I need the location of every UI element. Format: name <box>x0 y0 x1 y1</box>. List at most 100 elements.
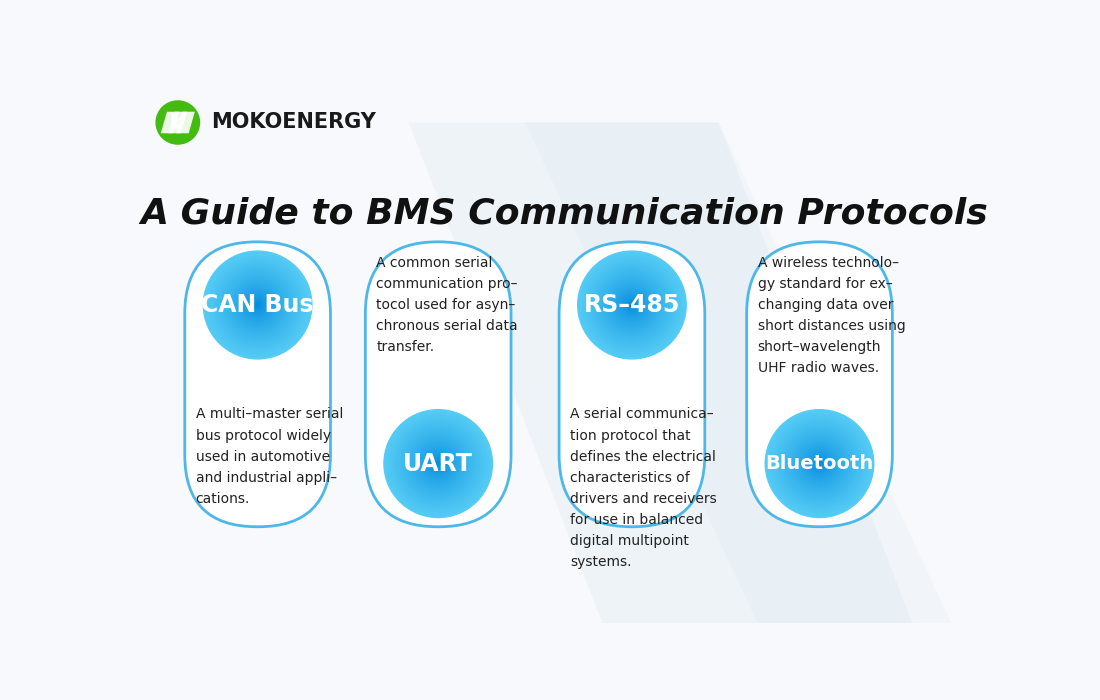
Circle shape <box>623 296 641 314</box>
Circle shape <box>393 419 483 508</box>
Circle shape <box>245 293 271 318</box>
Circle shape <box>395 421 482 507</box>
Circle shape <box>580 253 684 357</box>
FancyBboxPatch shape <box>185 242 330 526</box>
Circle shape <box>771 415 868 512</box>
Circle shape <box>400 426 476 501</box>
Circle shape <box>616 289 648 321</box>
Circle shape <box>796 440 843 487</box>
Circle shape <box>586 260 678 350</box>
Circle shape <box>602 274 662 335</box>
Circle shape <box>434 460 442 467</box>
Circle shape <box>817 462 822 466</box>
Circle shape <box>387 413 488 514</box>
Text: A wireless technolo–
gy standard for ex–
changing data over
short distances usin: A wireless technolo– gy standard for ex–… <box>758 256 905 375</box>
Circle shape <box>597 271 667 339</box>
Circle shape <box>627 300 637 310</box>
Circle shape <box>769 413 870 514</box>
Circle shape <box>774 419 865 508</box>
Circle shape <box>603 276 661 334</box>
Circle shape <box>581 255 683 356</box>
Circle shape <box>218 265 297 344</box>
FancyBboxPatch shape <box>747 242 892 526</box>
Circle shape <box>256 303 260 307</box>
Circle shape <box>780 424 859 503</box>
Circle shape <box>409 435 468 492</box>
Circle shape <box>221 269 294 341</box>
Text: UART: UART <box>404 452 473 475</box>
Circle shape <box>216 264 299 346</box>
Circle shape <box>212 260 302 350</box>
Circle shape <box>220 267 296 343</box>
Circle shape <box>792 437 847 491</box>
Circle shape <box>229 276 287 334</box>
Circle shape <box>424 449 453 478</box>
Circle shape <box>588 262 675 348</box>
Polygon shape <box>409 122 913 623</box>
Circle shape <box>798 442 842 485</box>
Circle shape <box>786 431 852 496</box>
Circle shape <box>241 289 274 321</box>
Circle shape <box>227 274 288 335</box>
Circle shape <box>583 256 681 354</box>
Circle shape <box>206 253 310 357</box>
Polygon shape <box>525 122 952 623</box>
Circle shape <box>384 410 493 517</box>
Circle shape <box>625 298 639 312</box>
Circle shape <box>232 280 283 330</box>
Circle shape <box>592 265 672 344</box>
Circle shape <box>415 440 462 487</box>
Circle shape <box>606 280 658 330</box>
Polygon shape <box>161 112 179 133</box>
Circle shape <box>252 300 263 310</box>
Circle shape <box>235 284 279 326</box>
Circle shape <box>431 456 446 471</box>
Text: CAN Bus: CAN Bus <box>201 293 313 317</box>
FancyBboxPatch shape <box>365 242 512 526</box>
Circle shape <box>814 458 825 469</box>
Circle shape <box>594 267 670 343</box>
Circle shape <box>803 447 836 480</box>
Circle shape <box>238 285 277 325</box>
Circle shape <box>417 442 460 485</box>
Circle shape <box>600 272 664 337</box>
Circle shape <box>432 458 443 469</box>
Polygon shape <box>176 112 195 133</box>
Circle shape <box>214 262 301 348</box>
Circle shape <box>392 417 485 510</box>
Circle shape <box>783 428 856 500</box>
Circle shape <box>802 446 837 482</box>
Circle shape <box>794 438 845 489</box>
Circle shape <box>420 446 456 482</box>
Circle shape <box>596 269 668 341</box>
Circle shape <box>591 264 673 346</box>
Circle shape <box>614 287 650 323</box>
Circle shape <box>785 430 854 498</box>
Circle shape <box>429 454 448 472</box>
Circle shape <box>406 431 471 496</box>
Circle shape <box>808 453 830 475</box>
Circle shape <box>578 251 686 359</box>
Circle shape <box>777 421 862 507</box>
Circle shape <box>437 462 440 466</box>
Circle shape <box>398 424 478 503</box>
Circle shape <box>397 422 480 505</box>
Circle shape <box>781 426 858 501</box>
Text: Bluetooth: Bluetooth <box>766 454 873 473</box>
Circle shape <box>234 281 282 328</box>
Circle shape <box>422 447 454 480</box>
Circle shape <box>766 410 873 517</box>
Circle shape <box>243 290 272 319</box>
Circle shape <box>811 454 828 472</box>
Circle shape <box>210 258 305 351</box>
Circle shape <box>412 438 463 489</box>
Circle shape <box>617 290 647 319</box>
FancyBboxPatch shape <box>559 242 705 526</box>
Circle shape <box>772 417 867 510</box>
Circle shape <box>223 271 292 339</box>
Polygon shape <box>168 112 187 133</box>
Circle shape <box>240 287 276 323</box>
Circle shape <box>226 272 290 337</box>
Circle shape <box>816 460 823 467</box>
Circle shape <box>209 256 307 354</box>
